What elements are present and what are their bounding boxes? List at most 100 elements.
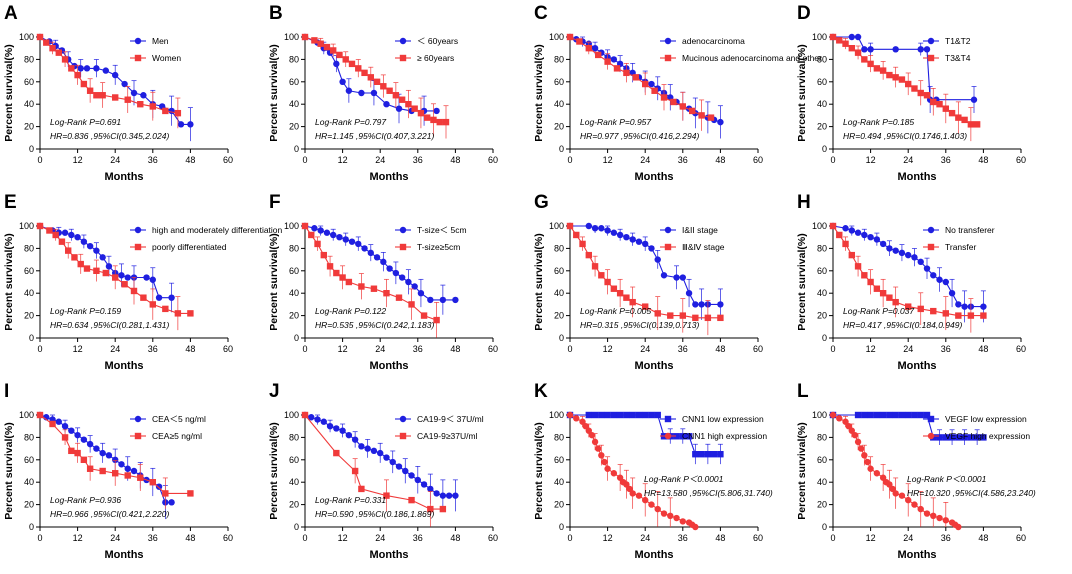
data-point [923, 46, 931, 53]
data-point [162, 107, 169, 115]
data-point [102, 269, 109, 277]
legend-label: VEGF low expression [945, 414, 1027, 424]
data-point [380, 83, 387, 90]
data-point [616, 231, 624, 239]
x-tick-label: 60 [753, 155, 763, 165]
data-point [598, 452, 605, 459]
data-point [137, 474, 144, 481]
data-point [861, 272, 868, 279]
data-point [71, 254, 78, 261]
data-point [74, 234, 81, 241]
data-point [74, 431, 81, 439]
panel-g: G 0 12 24 36 48 60 0 20 40 60 80 100 Months Percent su… [533, 192, 763, 372]
data-point [49, 420, 56, 428]
y-tick-label: 40 [289, 99, 299, 109]
legend-label: Women [152, 53, 181, 63]
legend-marker [134, 415, 142, 423]
y-tick-label: 100 [19, 410, 34, 420]
data-point [917, 305, 924, 313]
panel-i: I 0 12 24 36 48 60 0 20 40 60 80 100 Months Percent su… [3, 381, 233, 561]
panel-k: K 0 12 24 36 48 60 0 20 40 60 80 100 Months Percent su… [533, 381, 773, 561]
panel-letter: I [4, 381, 9, 402]
data-point [648, 80, 655, 88]
data-point [358, 443, 365, 450]
data-point [93, 445, 100, 452]
x-tick-label: 12 [338, 344, 348, 354]
data-point [970, 96, 978, 103]
data-point [854, 263, 862, 270]
y-axis-title: Percent survival(%) [796, 44, 808, 141]
data-point [348, 238, 356, 245]
y-tick-label: 0 [822, 333, 827, 343]
log-rank-text: Log-Rank P=0.185 [843, 117, 914, 127]
data-point [692, 301, 699, 308]
panel-letter: A [4, 3, 18, 24]
y-tick-label: 80 [24, 54, 34, 64]
data-point [112, 71, 119, 79]
legend-label: ≥ 60years [417, 53, 454, 63]
y-tick-label: 0 [29, 144, 34, 154]
log-rank-text: Log-Rank P＜0.0001 [907, 474, 987, 484]
data-point [948, 290, 956, 297]
legend-label: CEA＜5 ng/ml [152, 414, 206, 424]
data-point [623, 294, 630, 301]
y-axis-title: Percent survival(%) [796, 233, 808, 330]
data-point [566, 222, 574, 230]
x-tick-label: 0 [830, 344, 835, 354]
data-point [685, 290, 693, 297]
log-rank-text: Log-Rank P=0.005 [580, 306, 651, 316]
x-tick-label: 12 [866, 344, 876, 354]
data-point [654, 505, 661, 513]
data-point [99, 449, 106, 457]
data-point [36, 222, 44, 230]
data-point [333, 425, 340, 432]
data-point [348, 60, 356, 68]
data-point [679, 103, 686, 110]
x-tick-label: 0 [302, 155, 307, 165]
x-axis-title: Months [897, 360, 936, 372]
data-point [585, 411, 592, 419]
legend-marker [664, 432, 672, 440]
data-point [848, 251, 855, 259]
data-point [358, 283, 365, 290]
data-point [330, 231, 337, 239]
data-point [124, 472, 131, 479]
data-point [174, 310, 182, 317]
y-axis-title: Percent survival(%) [3, 44, 15, 141]
data-point [854, 229, 862, 236]
data-point [623, 69, 630, 77]
data-point [648, 501, 655, 508]
data-point [311, 225, 318, 232]
data-point [905, 303, 912, 310]
data-point [848, 45, 855, 52]
data-point [623, 411, 630, 419]
x-tick-label: 60 [753, 533, 763, 543]
y-tick-label: 100 [812, 221, 827, 231]
data-point [892, 490, 899, 497]
data-point [642, 303, 649, 310]
legend-marker [664, 415, 672, 423]
survival-curve [832, 225, 984, 317]
data-point [105, 452, 113, 459]
legend-marker [664, 37, 672, 45]
data-point [917, 46, 924, 53]
y-tick-label: 100 [284, 410, 299, 420]
data-point [83, 65, 91, 72]
y-tick-label: 20 [554, 311, 564, 321]
data-point [311, 37, 318, 44]
x-axis-title: Months [104, 171, 143, 183]
legend-label: Men [152, 36, 169, 46]
x-axis-title: Months [104, 360, 143, 372]
data-point [879, 290, 887, 297]
data-point [585, 222, 592, 230]
data-point [74, 71, 81, 79]
data-point [591, 45, 599, 52]
data-point [604, 58, 611, 65]
data-point [598, 225, 605, 232]
y-tick-label: 80 [554, 54, 564, 64]
data-point [879, 67, 887, 74]
data-point [867, 278, 874, 286]
data-point [610, 411, 618, 419]
y-tick-label: 100 [812, 32, 827, 42]
data-point [398, 96, 406, 103]
